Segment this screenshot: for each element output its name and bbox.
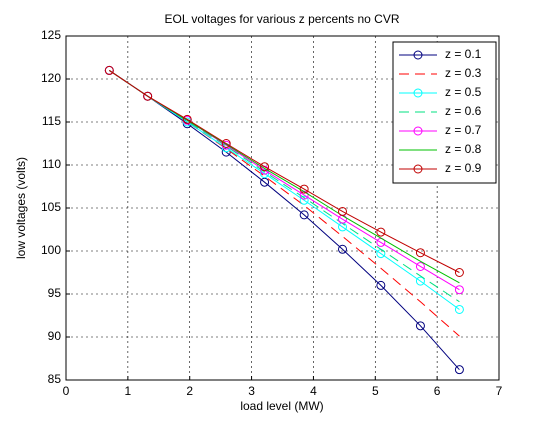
x-axis-label: load level (MW) (240, 399, 323, 413)
x-tick-label: 4 (310, 384, 317, 398)
data-point (415, 321, 425, 331)
y-axis-label: low voltages (volts) (14, 157, 28, 259)
legend-label: z = 0.3 (445, 66, 482, 80)
data-point (415, 248, 425, 258)
x-tick-label: 6 (434, 384, 441, 398)
data-point (415, 276, 425, 286)
data-point (454, 268, 464, 277)
x-tick-label: 2 (186, 384, 193, 398)
y-tick-label: 95 (48, 286, 62, 300)
data-point (260, 177, 270, 187)
data-point (454, 304, 464, 314)
legend-marker (413, 88, 423, 98)
x-tick-label: 3 (248, 384, 255, 398)
series-line (109, 69, 460, 371)
series-line (109, 69, 460, 273)
y-tick-label: 105 (41, 200, 61, 214)
x-tick-label: 1 (125, 384, 132, 398)
data-point (260, 162, 270, 172)
legend-label: z = 0.5 (445, 85, 482, 99)
legend-label: z = 0.1 (445, 47, 482, 61)
data-point (338, 244, 348, 254)
axes-frame (65, 35, 500, 381)
legend-label: z = 0.9 (445, 161, 482, 175)
data-point (104, 65, 114, 75)
data-point (376, 227, 386, 237)
legend-marker (413, 164, 423, 174)
chart-title: EOL voltages for various z percents no C… (165, 12, 400, 26)
y-tick-label: 90 (48, 329, 62, 343)
x-tick-label: 7 (496, 384, 503, 398)
y-tick-label: 85 (48, 372, 62, 386)
data-point (299, 210, 309, 220)
data-point (338, 206, 348, 216)
y-tick-label: 115 (42, 114, 61, 128)
y-tick-label: 125 (41, 28, 61, 42)
data-point (454, 365, 464, 375)
legend-marker (413, 50, 423, 60)
legend-marker (413, 126, 423, 136)
legend-label: z = 0.6 (445, 104, 482, 118)
data-point (415, 261, 425, 271)
legend-box (392, 41, 497, 184)
data-point (299, 184, 309, 194)
y-tick-label: 100 (41, 243, 61, 257)
data-point (143, 91, 153, 101)
x-tick-label: 5 (372, 384, 379, 398)
x-tick-label: 0 (63, 384, 70, 398)
legend-label: z = 0.7 (445, 123, 482, 137)
y-tick-label: 120 (41, 71, 61, 85)
data-point (376, 280, 386, 290)
data-point (454, 285, 464, 295)
data-point (182, 114, 192, 124)
data-point (299, 195, 309, 205)
data-point (221, 139, 231, 148)
y-tick-label: 110 (42, 157, 61, 171)
legend-label: z = 0.8 (445, 142, 482, 156)
